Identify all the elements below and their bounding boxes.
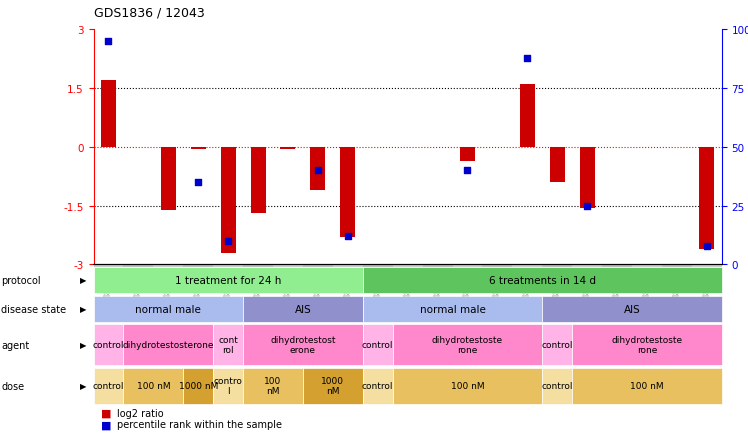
Text: control: control bbox=[362, 340, 393, 349]
Text: 1 treatment for 24 h: 1 treatment for 24 h bbox=[175, 275, 281, 285]
Point bbox=[521, 55, 533, 62]
Bar bbox=[550, 148, 565, 183]
Point bbox=[462, 168, 473, 174]
Text: 100 nM: 100 nM bbox=[451, 381, 484, 390]
Text: ■: ■ bbox=[101, 420, 111, 429]
Text: control: control bbox=[93, 340, 124, 349]
Text: control: control bbox=[362, 381, 393, 390]
Text: ■: ■ bbox=[101, 408, 111, 418]
Text: ▶: ▶ bbox=[79, 340, 86, 349]
Text: GDS1836 / 12043: GDS1836 / 12043 bbox=[94, 7, 204, 20]
Text: disease state: disease state bbox=[1, 304, 67, 314]
Text: ▶: ▶ bbox=[79, 276, 86, 284]
Text: 100 nM: 100 nM bbox=[137, 381, 170, 390]
Text: ▶: ▶ bbox=[79, 381, 86, 390]
Point bbox=[342, 233, 354, 240]
Text: dihydrotestoste
rone: dihydrotestoste rone bbox=[611, 335, 683, 355]
Bar bbox=[699, 148, 714, 249]
Text: normal male: normal male bbox=[135, 304, 201, 314]
Bar bbox=[251, 148, 266, 214]
Point bbox=[581, 203, 593, 210]
Text: agent: agent bbox=[1, 340, 30, 350]
Text: contro
l: contro l bbox=[214, 376, 242, 395]
Text: normal male: normal male bbox=[420, 304, 485, 314]
Text: AIS: AIS bbox=[624, 304, 640, 314]
Point bbox=[192, 179, 204, 186]
Bar bbox=[520, 85, 535, 148]
Bar bbox=[161, 148, 176, 210]
Text: 100
nM: 100 nM bbox=[264, 376, 282, 395]
Text: dose: dose bbox=[1, 381, 25, 391]
Bar bbox=[221, 148, 236, 253]
Bar bbox=[191, 148, 206, 149]
Text: AIS: AIS bbox=[295, 304, 311, 314]
Text: dihydrotestost
erone: dihydrotestost erone bbox=[270, 335, 336, 355]
Point bbox=[222, 238, 234, 245]
Text: 1000 nM: 1000 nM bbox=[179, 381, 218, 390]
Text: dihydrotestoste
rone: dihydrotestoste rone bbox=[432, 335, 503, 355]
Text: percentile rank within the sample: percentile rank within the sample bbox=[117, 420, 283, 429]
Text: ▶: ▶ bbox=[79, 305, 86, 313]
Text: 100 nM: 100 nM bbox=[631, 381, 663, 390]
Point bbox=[701, 243, 713, 250]
Text: cont
rol: cont rol bbox=[218, 335, 238, 355]
Text: control: control bbox=[93, 381, 124, 390]
Bar bbox=[310, 148, 325, 191]
Point bbox=[312, 168, 324, 174]
Text: protocol: protocol bbox=[1, 275, 41, 285]
Bar bbox=[280, 148, 295, 149]
Bar bbox=[101, 81, 116, 148]
Text: 1000
nM: 1000 nM bbox=[322, 376, 344, 395]
Text: control: control bbox=[542, 340, 573, 349]
Text: log2 ratio: log2 ratio bbox=[117, 408, 164, 418]
Point bbox=[102, 39, 114, 46]
Text: control: control bbox=[542, 381, 573, 390]
Bar bbox=[460, 148, 475, 161]
Text: dihydrotestosterone: dihydrotestosterone bbox=[123, 340, 214, 349]
Bar bbox=[340, 148, 355, 237]
Text: 6 treatments in 14 d: 6 treatments in 14 d bbox=[488, 275, 596, 285]
Bar bbox=[580, 148, 595, 208]
